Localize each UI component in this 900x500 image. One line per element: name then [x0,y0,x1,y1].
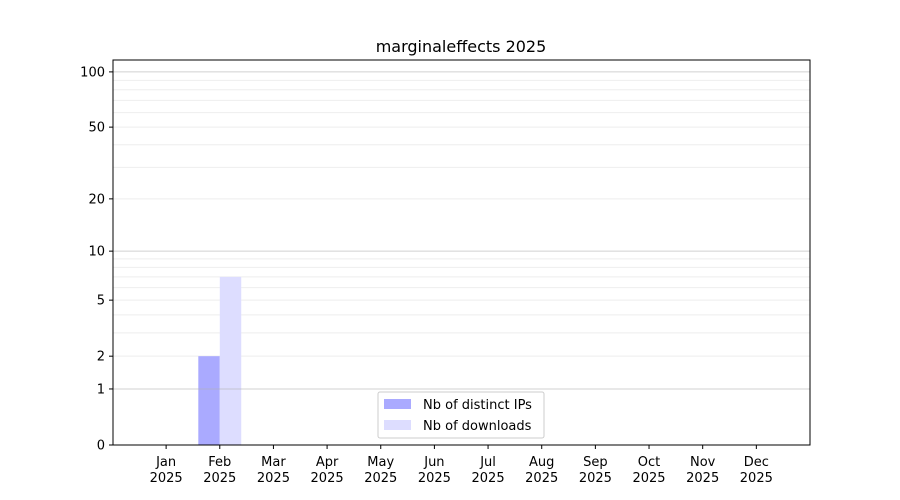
x-tick-label-line: 2025 [364,471,397,486]
x-tick-label: Mar 2025 [257,455,290,486]
grid [113,79,810,357]
x-tick-label: Jul 2025 [472,455,505,486]
x-tick-label: Feb 2025 [203,455,236,486]
x-tick-label-line: Oct [638,455,660,470]
y-tick-label: 0 [97,439,105,454]
y-tick-label: 2 [97,350,105,365]
x-tick-label-line: 2025 [632,471,665,486]
x-tick-label: Oct 2025 [632,455,665,486]
legend-box [377,391,545,439]
x-tick-label: Dec 2025 [740,455,773,486]
x-tick-label-line: 2025 [257,471,290,486]
y-tick-label: 50 [88,121,105,136]
x-tick-label-line: Jan [155,455,176,470]
x-tick-label-line: May [367,455,394,470]
legend: Nb of distinct IPs Nb of downloads [377,391,545,439]
x-tick-label-line: 2025 [525,471,558,486]
x-tick-label-line: 2025 [579,471,612,486]
x-tick-label-line: 2025 [686,471,719,486]
x-tick-label-line: 2025 [150,471,183,486]
y-axis: 0 1 2 5 10 20 50 100 [80,65,113,454]
x-tick-label: Sep 2025 [579,455,612,486]
legend-swatch-downloads [384,420,411,430]
x-tick-label: May 2025 [364,455,397,486]
x-tick-label: Nov 2025 [686,455,719,486]
x-tick-label-line: Dec [744,455,769,470]
major-grid [113,71,810,390]
legend-label-ips: Nb of distinct IPs [423,398,532,413]
bar [219,276,242,445]
x-tick-label: Jan 2025 [150,455,183,486]
x-tick-label-line: Aug [529,455,554,470]
x-tick-label-line: 2025 [203,471,236,486]
x-tick-label-line: 2025 [311,471,344,486]
x-tick-label-line: Mar [261,455,286,470]
x-tick-label-line: 2025 [740,471,773,486]
legend-swatch-ips [384,399,411,409]
y-tick-label: 10 [88,245,105,260]
x-tick-label-line: Jun [423,455,444,470]
y-tick-label: 20 [88,192,105,207]
bar [198,356,220,445]
x-tick-label-line: 2025 [418,471,451,486]
x-tick-label-line: Sep [583,455,608,470]
plot-frame [112,59,811,446]
x-tick-label-line: Feb [208,455,231,470]
x-tick-label-line: Nov [690,455,716,470]
x-tick-label: Apr 2025 [311,455,344,486]
x-tick-label-line: Apr [316,455,339,470]
y-tick-label: 5 [97,294,105,309]
y-tick-label: 1 [97,382,105,397]
legend-label-downloads: Nb of downloads [423,419,532,434]
x-tick-label-line: 2025 [472,471,505,486]
x-tick-label-line: Jul [479,455,496,470]
x-tick-label: Jun 2025 [418,455,451,486]
x-tick-label: Aug 2025 [525,455,558,486]
bars [198,276,242,445]
chart-title: marginaleffects 2025 [376,37,547,56]
y-tick-label: 100 [80,65,105,80]
